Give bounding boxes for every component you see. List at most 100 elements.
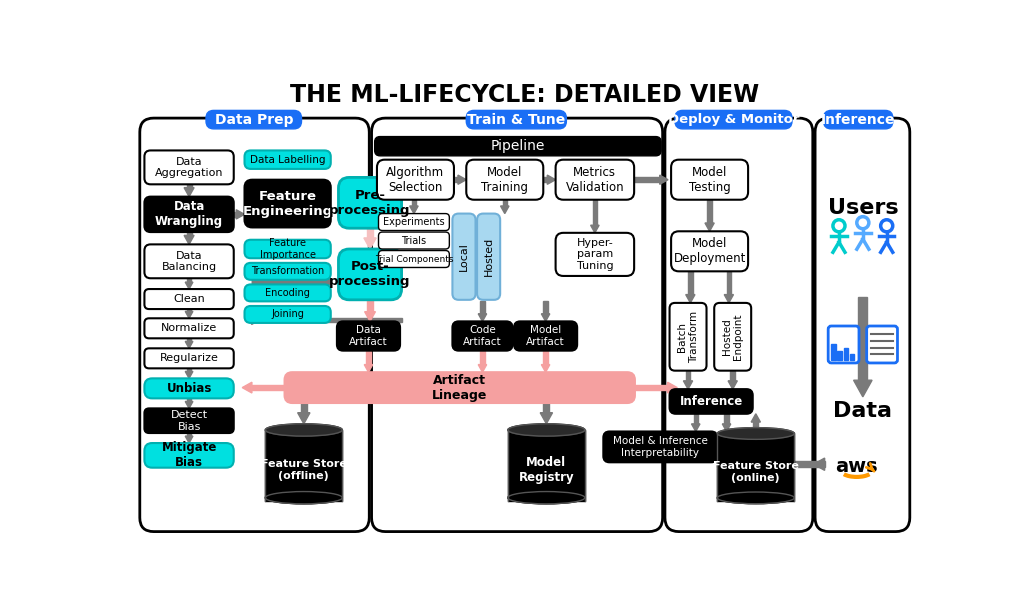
Text: Feature Store
(online): Feature Store (online) bbox=[713, 461, 799, 483]
Text: Model & Inference
Interpretability: Model & Inference Interpretability bbox=[613, 436, 708, 458]
Polygon shape bbox=[547, 175, 556, 184]
Text: Local: Local bbox=[459, 242, 469, 271]
Polygon shape bbox=[185, 436, 193, 443]
Text: Pre-
processing: Pre- processing bbox=[330, 188, 411, 217]
FancyBboxPatch shape bbox=[144, 196, 233, 232]
Ellipse shape bbox=[717, 428, 795, 439]
FancyBboxPatch shape bbox=[339, 249, 401, 300]
Polygon shape bbox=[365, 365, 373, 372]
FancyBboxPatch shape bbox=[866, 326, 897, 363]
Text: Feature
Importance: Feature Importance bbox=[260, 238, 315, 260]
FancyBboxPatch shape bbox=[140, 118, 370, 532]
FancyBboxPatch shape bbox=[372, 118, 663, 532]
Polygon shape bbox=[185, 371, 193, 378]
Text: Data: Data bbox=[834, 401, 892, 420]
Bar bbox=[252, 318, 401, 322]
Text: Encoding: Encoding bbox=[265, 288, 310, 298]
Bar bbox=[187, 368, 191, 371]
FancyBboxPatch shape bbox=[245, 151, 331, 169]
Text: Model
Testing: Model Testing bbox=[689, 166, 730, 194]
FancyBboxPatch shape bbox=[377, 160, 454, 200]
Text: Pipeline: Pipeline bbox=[490, 139, 545, 153]
Bar bbox=[544, 300, 548, 314]
Text: Experiments: Experiments bbox=[383, 217, 444, 227]
Bar bbox=[265, 430, 342, 501]
Text: Metrics
Validation: Metrics Validation bbox=[565, 166, 625, 194]
FancyBboxPatch shape bbox=[144, 408, 233, 433]
Bar bbox=[544, 351, 548, 365]
FancyBboxPatch shape bbox=[144, 151, 233, 184]
FancyBboxPatch shape bbox=[453, 214, 475, 300]
Text: Algorithm
Selection: Algorithm Selection bbox=[386, 166, 444, 194]
Bar bbox=[508, 430, 585, 501]
Polygon shape bbox=[722, 424, 731, 431]
Polygon shape bbox=[364, 238, 376, 249]
Text: Users: Users bbox=[827, 198, 898, 218]
FancyBboxPatch shape bbox=[245, 306, 331, 323]
Text: Feature Store
(offline): Feature Store (offline) bbox=[261, 459, 347, 481]
Polygon shape bbox=[185, 282, 193, 289]
Bar bbox=[454, 177, 458, 182]
Polygon shape bbox=[683, 381, 692, 389]
Bar bbox=[730, 371, 735, 381]
Text: Batch
Transform: Batch Transform bbox=[677, 311, 698, 363]
FancyBboxPatch shape bbox=[379, 232, 450, 249]
FancyBboxPatch shape bbox=[823, 110, 893, 129]
Polygon shape bbox=[252, 315, 260, 324]
Text: Unbias: Unbias bbox=[166, 382, 212, 395]
Polygon shape bbox=[686, 294, 695, 303]
Ellipse shape bbox=[265, 424, 342, 436]
FancyBboxPatch shape bbox=[285, 372, 635, 403]
Polygon shape bbox=[243, 382, 252, 393]
Bar bbox=[187, 398, 191, 401]
FancyBboxPatch shape bbox=[245, 263, 331, 280]
Bar bbox=[686, 371, 690, 381]
Text: aws: aws bbox=[836, 457, 878, 476]
Polygon shape bbox=[691, 424, 700, 431]
Polygon shape bbox=[752, 414, 761, 422]
FancyBboxPatch shape bbox=[671, 231, 749, 271]
Text: Model
Training: Model Training bbox=[481, 166, 528, 194]
Polygon shape bbox=[237, 210, 245, 219]
Bar bbox=[635, 385, 668, 390]
Polygon shape bbox=[478, 365, 486, 372]
Bar bbox=[717, 461, 824, 468]
FancyBboxPatch shape bbox=[714, 303, 752, 371]
Polygon shape bbox=[185, 341, 193, 348]
Text: Data
Wrangling: Data Wrangling bbox=[155, 200, 223, 228]
Text: Model
Registry: Model Registry bbox=[518, 456, 574, 484]
Text: Joining: Joining bbox=[271, 310, 304, 319]
Bar bbox=[187, 338, 191, 341]
Bar bbox=[233, 212, 237, 217]
Bar bbox=[544, 403, 550, 412]
FancyBboxPatch shape bbox=[556, 233, 634, 276]
Polygon shape bbox=[724, 294, 733, 303]
Polygon shape bbox=[542, 314, 550, 321]
Bar bbox=[544, 177, 547, 182]
Text: Artifact
Lineage: Artifact Lineage bbox=[432, 373, 487, 401]
Ellipse shape bbox=[508, 491, 585, 504]
FancyBboxPatch shape bbox=[556, 160, 634, 200]
Bar bbox=[412, 200, 416, 206]
Text: Detect
Bias: Detect Bias bbox=[171, 410, 208, 431]
Text: Data Labelling: Data Labelling bbox=[250, 155, 326, 165]
Bar bbox=[301, 403, 307, 412]
FancyBboxPatch shape bbox=[670, 303, 707, 371]
Text: Hosted
Endpoint: Hosted Endpoint bbox=[722, 313, 743, 360]
Bar bbox=[727, 271, 731, 294]
Ellipse shape bbox=[265, 491, 342, 504]
Polygon shape bbox=[542, 365, 550, 372]
FancyBboxPatch shape bbox=[477, 214, 500, 300]
Text: Data
Balancing: Data Balancing bbox=[162, 250, 217, 272]
FancyBboxPatch shape bbox=[245, 180, 331, 228]
FancyBboxPatch shape bbox=[337, 321, 400, 351]
FancyBboxPatch shape bbox=[206, 110, 301, 129]
Bar bbox=[368, 300, 373, 312]
Polygon shape bbox=[591, 225, 599, 233]
Text: Normalize: Normalize bbox=[161, 323, 217, 334]
Polygon shape bbox=[501, 206, 509, 214]
FancyBboxPatch shape bbox=[466, 160, 544, 200]
Bar bbox=[593, 200, 597, 225]
Bar bbox=[480, 351, 484, 365]
Bar bbox=[708, 200, 712, 223]
